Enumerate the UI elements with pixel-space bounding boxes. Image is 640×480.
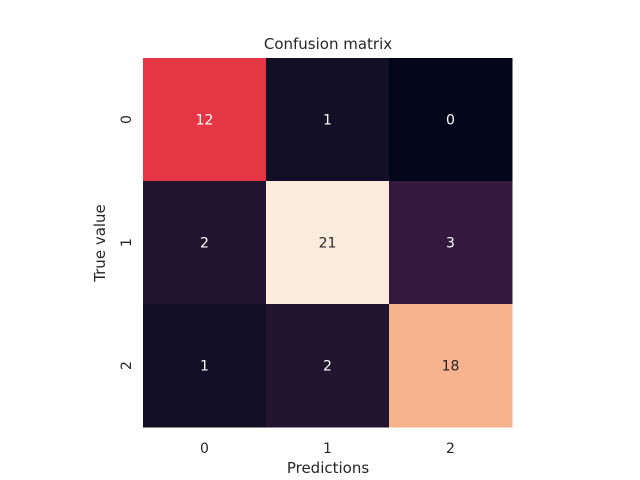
- cell-value-label: 2: [323, 359, 332, 375]
- heatmap-cell: [143, 304, 267, 428]
- heatmap-cell: [389, 181, 513, 305]
- heatmap-cell: [389, 58, 513, 182]
- cell-value-label: 1: [323, 113, 332, 129]
- x-tick-label: 1: [323, 441, 332, 457]
- cell-value-label: 0: [446, 113, 455, 129]
- y-tick-label: 0: [119, 115, 135, 124]
- cell-value-label: 18: [442, 359, 460, 375]
- cell-value-label: 21: [319, 236, 337, 252]
- heatmap-cell: [143, 58, 267, 182]
- y-axis-label: True value: [91, 204, 109, 283]
- heatmap-cells: [143, 58, 513, 428]
- x-tick-label: 0: [200, 441, 209, 457]
- cell-value-label: 2: [200, 236, 209, 252]
- cell-value-label: 12: [196, 113, 214, 129]
- cell-value-label: 1: [200, 359, 209, 375]
- x-axis-label: Predictions: [287, 459, 370, 477]
- heatmap-cell-labels: 12 1 02 21 31 2 18: [196, 113, 460, 375]
- heatmap-cell: [266, 58, 390, 182]
- x-axis-ticks: 0 1 2: [200, 441, 455, 457]
- heatmap-cell: [389, 304, 513, 428]
- cell-value-label: 3: [446, 236, 455, 252]
- chart-title: Confusion matrix: [264, 35, 392, 53]
- heatmap-cell: [266, 304, 390, 428]
- heatmap-cell: [266, 181, 390, 305]
- x-tick-label: 2: [446, 441, 455, 457]
- y-tick-label: 1: [119, 238, 135, 247]
- y-tick-label: 2: [119, 361, 135, 370]
- heatmap-cell: [143, 181, 267, 305]
- y-axis-ticks: 0 1 2: [119, 115, 135, 370]
